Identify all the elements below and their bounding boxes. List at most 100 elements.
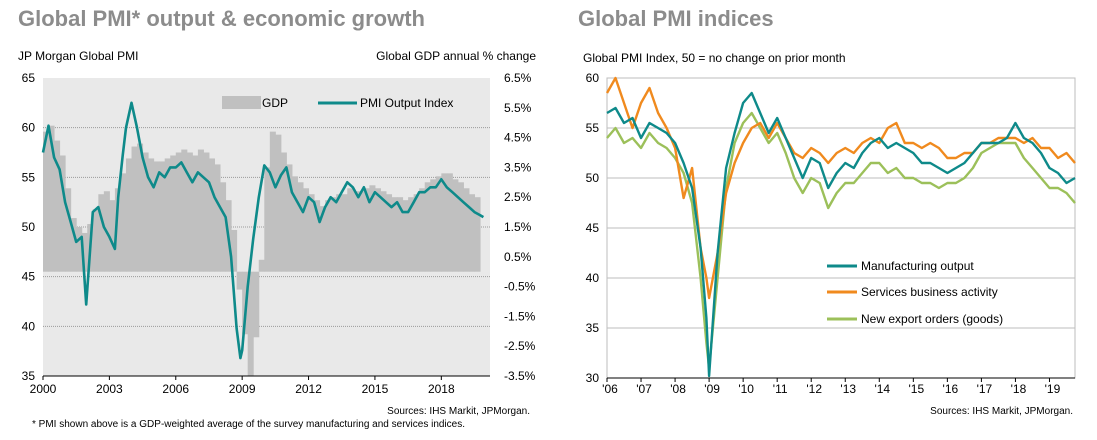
right-chart-svg: 30 35 40 45 50 55 60 '06 '07 '08 '09 '10 '11 '12 '13 '1… — [586, 71, 1076, 396]
y-tick-label-left: 35 — [22, 369, 36, 383]
gdp-bar — [253, 271, 260, 338]
gdp-bar — [468, 194, 476, 272]
gdp-bar — [325, 200, 332, 272]
gdp-bar — [203, 152, 210, 272]
gdp-bar — [297, 182, 304, 272]
gdp-bar — [114, 188, 121, 272]
y-tick-label-right: 2.5% — [504, 190, 532, 204]
x-tick-label: '14 — [874, 382, 890, 396]
gdp-bar — [430, 179, 437, 272]
left-source-note: Sources: IHS Markit, JPMorgan. — [387, 406, 530, 417]
gdp-bar — [70, 218, 77, 272]
gdp-bar — [397, 197, 404, 272]
gdp-bar — [269, 131, 276, 272]
y-tick-label-left: 55 — [22, 170, 36, 184]
gdp-bar — [231, 229, 238, 272]
right-axis-label: Global PMI Index, 50 = no change on prio… — [583, 51, 846, 65]
x-tick-label: 2000 — [30, 382, 57, 396]
gdp-bar — [186, 152, 193, 272]
gdp-bar — [314, 200, 321, 272]
gdp-bar — [452, 179, 459, 272]
gdp-bar — [153, 161, 160, 272]
gdp-bar — [76, 227, 83, 272]
y-tick-label-left: 60 — [22, 121, 36, 135]
gdp-bar — [164, 158, 171, 272]
left-axis-label: JP Morgan Global PMI — [18, 49, 139, 63]
y-tick-label-left: 40 — [22, 319, 36, 333]
y-tick-label-right: 0.5% — [504, 250, 532, 264]
legend-gdp-label: GDP — [262, 96, 288, 110]
y-tick-label: 60 — [586, 71, 600, 85]
manufacturing-output-line — [606, 91, 1076, 378]
x-tick-label: 2003 — [96, 382, 123, 396]
x-tick-label: '17 — [977, 382, 993, 396]
x-tick-label: '12 — [806, 382, 822, 396]
x-tick-label: 2009 — [229, 382, 256, 396]
gdp-bar — [435, 176, 442, 272]
y-tick-label: 35 — [586, 321, 600, 335]
left-chart-title: Global PMI* output & economic growth — [18, 6, 425, 31]
x-tick-label: '11 — [773, 382, 788, 396]
gdp-bar — [413, 194, 420, 272]
legend-label: New export orders (goods) — [861, 312, 1003, 326]
gdp-bar — [286, 164, 293, 272]
y-tick-label: 50 — [586, 171, 600, 185]
right-axis-label: Global GDP annual % change — [376, 49, 536, 63]
gdp-bar — [236, 271, 243, 290]
gdp-bar — [208, 158, 215, 272]
gdp-bar — [380, 191, 387, 272]
gdp-bar — [48, 125, 55, 272]
gdp-bar — [308, 194, 315, 272]
gdp-bar — [131, 146, 138, 272]
gdp-bar — [275, 134, 282, 272]
gdp-bar — [347, 188, 354, 272]
gdp-bar — [109, 200, 116, 272]
x-tick-label: '06 — [602, 382, 618, 396]
x-tick-label: '15 — [909, 382, 925, 396]
gdp-bar — [81, 232, 88, 272]
gdp-bar — [43, 131, 50, 272]
gdp-bar — [363, 188, 370, 272]
x-tick-label: '07 — [636, 382, 652, 396]
y-tick-label-right: -3.5% — [504, 369, 536, 383]
gdp-bar — [125, 158, 133, 272]
gdp-bar — [258, 259, 265, 272]
y-tick-label-right: -2.5% — [504, 339, 536, 353]
gdp-bar — [369, 185, 376, 272]
legend-label: Manufacturing output — [861, 259, 974, 273]
y-tick-label: 55 — [586, 121, 600, 135]
gdp-bar — [197, 149, 204, 272]
x-tick-label: '19 — [1045, 382, 1061, 396]
gdp-bar — [59, 155, 66, 272]
gdp-bar — [474, 197, 481, 272]
gdp-bar — [408, 197, 415, 272]
gdp-bar — [175, 152, 182, 272]
gdp-bar — [192, 155, 199, 272]
gdp-bar — [280, 152, 287, 272]
x-tick-label: '16 — [943, 382, 959, 396]
gdp-bar — [336, 194, 343, 272]
gdp-bar — [402, 200, 409, 272]
gdp-bar — [65, 188, 72, 272]
gdp-bar — [374, 188, 381, 272]
gdp-bar — [330, 197, 337, 272]
right-source-note: Sources: IHS Markit, JPMorgan. — [930, 406, 1073, 417]
gdp-bar — [137, 143, 144, 272]
gdp-bar — [54, 140, 61, 272]
y-tick-label: 45 — [586, 221, 600, 235]
y-tick-label-right: 4.5% — [504, 131, 532, 145]
x-tick-label: '13 — [840, 382, 856, 396]
y-tick-label-right: -0.5% — [504, 280, 536, 294]
x-tick-label: 2006 — [162, 382, 189, 396]
gdp-bar — [441, 173, 448, 272]
y-tick-label-left: 50 — [22, 220, 36, 234]
x-tick-label: 2015 — [362, 382, 389, 396]
y-tick-label-left: 45 — [22, 270, 36, 284]
gdp-bar — [391, 197, 398, 272]
x-tick-label: 2012 — [295, 382, 322, 396]
gdp-bar — [341, 194, 348, 272]
legend-pmi-label: PMI Output Index — [360, 96, 453, 110]
y-tick-label-right: 3.5% — [504, 160, 532, 174]
left-chart-panel: Global PMI* output & economic growth JP … — [0, 0, 548, 440]
x-tick-label: '18 — [1011, 382, 1027, 396]
